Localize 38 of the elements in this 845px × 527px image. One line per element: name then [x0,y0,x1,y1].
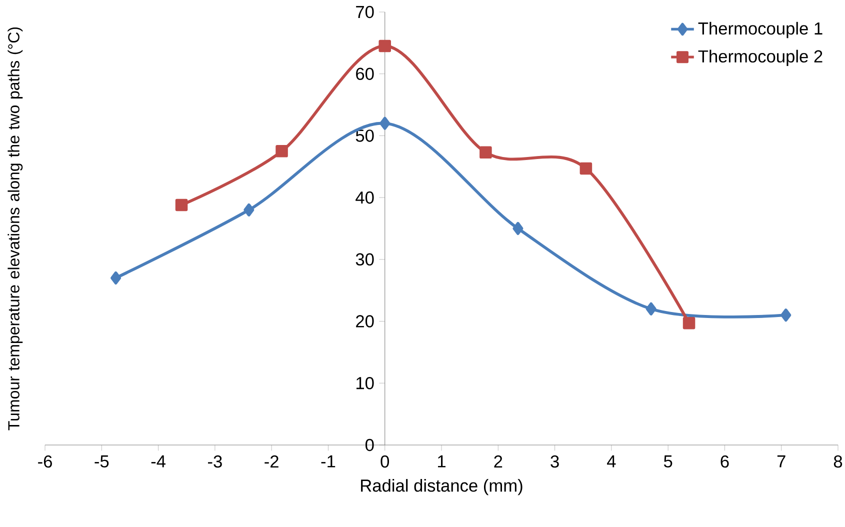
x-axis-title: Radial distance (mm) [361,479,522,496]
point [175,198,188,212]
point [378,40,391,52]
x-tick-label: 7 [777,455,786,468]
point [580,162,592,175]
point [646,302,656,316]
x-tick-label: -6 [38,455,52,468]
point [780,308,792,322]
y-tick-label: 30 [356,253,374,266]
x-tick-label: 5 [664,455,672,468]
x-tick-label: 1 [438,455,446,468]
point [276,145,288,158]
y-tick-label: 20 [356,315,374,328]
x-tick-label: 6 [720,455,729,468]
y-axis-title: Tumour temperature elevations along the two paths (°C) [8,27,23,430]
y-tick-label: 10 [356,376,374,390]
legend-label: Thermocouple 2 [698,50,822,66]
x-tick-label: 4 [607,455,616,468]
x-tick-label: 3 [550,455,559,468]
x-tick-label: 0 [380,455,390,468]
point [110,271,122,285]
point [512,222,524,236]
point [244,203,254,216]
y-tick-label: 60 [356,68,374,80]
x-tick-label: -3 [208,455,222,468]
y-tick-label: 70 [356,6,374,18]
point [480,146,492,159]
y-tick-label: 40 [356,191,374,204]
x-tick-label: -4 [151,455,166,468]
x-tick-label: 2 [494,455,502,468]
x-tick-label: -5 [94,455,109,468]
y-tick-label: 0 [365,438,374,452]
x-tick-label: -2 [264,455,278,468]
x-tick-label: 8 [834,455,842,468]
legend-label: Thermocouple 1 [698,22,822,38]
point [380,116,390,130]
x-tick-label: -1 [321,455,336,468]
point [682,316,696,330]
